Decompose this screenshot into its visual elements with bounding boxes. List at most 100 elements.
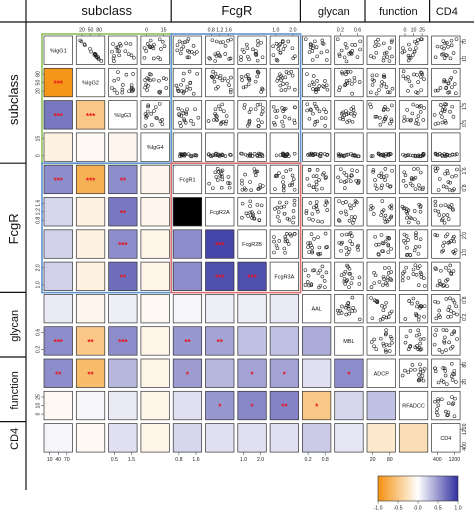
scatter-point (384, 350, 388, 354)
tick-label-bottom: 1200 (449, 457, 461, 463)
scatter-point (253, 173, 258, 178)
scatter-point (240, 181, 244, 186)
scatter-point (344, 232, 349, 237)
scatter-point (291, 177, 296, 181)
scatter-point (421, 185, 425, 190)
scatter-point (317, 178, 321, 182)
scatter-point (305, 102, 310, 107)
significance-stars: * (283, 370, 287, 379)
scatter-point (177, 113, 182, 118)
significance-stars: * (250, 403, 254, 412)
scatter-point (164, 77, 168, 81)
scatter-point (409, 83, 414, 88)
scatter-point (118, 42, 122, 46)
scatter-point (255, 169, 260, 174)
scatter-point (240, 215, 244, 220)
scatter-point (325, 153, 329, 157)
scatter-point (145, 42, 150, 46)
scatter-point (323, 231, 328, 236)
scatter-point (339, 179, 343, 184)
scatter-point (421, 378, 426, 383)
corr-cell (334, 358, 364, 388)
corr-cell (172, 229, 203, 259)
scatter-point (410, 301, 414, 306)
scatter-point (191, 122, 196, 126)
scatter-point (422, 77, 426, 82)
scatter-point (160, 122, 165, 126)
scatter-point (441, 213, 446, 217)
tick-label-right: 80 (462, 362, 468, 368)
scatter-point (275, 109, 280, 113)
scatter-point (283, 154, 287, 159)
scatter-point (449, 346, 453, 351)
tick-label-top: 1.2 (216, 28, 223, 34)
scatter-point (283, 239, 288, 244)
scatter-point (154, 115, 159, 120)
scatter-point (79, 39, 84, 44)
scatter-point (143, 124, 148, 128)
scatter-point (159, 47, 163, 51)
scatter-point (407, 299, 411, 303)
scatter-point (455, 167, 459, 172)
scatter-point (346, 250, 351, 254)
corr-cell (75, 390, 106, 421)
scatter-point (273, 123, 277, 127)
scatter-point (324, 83, 329, 88)
scatter-point (414, 121, 418, 126)
group-header-left-subclass: subclass (6, 74, 21, 125)
scatter-point (402, 119, 406, 123)
scatter-point (418, 237, 423, 242)
scatter-point (216, 51, 220, 55)
scatter-point (450, 332, 454, 337)
diagonal-cell (43, 35, 73, 65)
scatter-point (222, 76, 227, 81)
scatter-point (419, 37, 423, 41)
scatter-cell (237, 67, 267, 98)
significance-stars: * (315, 403, 319, 412)
scatter-point (382, 41, 386, 46)
scatter-cell (334, 100, 364, 130)
scatter-point (293, 105, 297, 110)
scatter-point (314, 45, 319, 49)
scatter-point (443, 41, 447, 46)
scatter-point (414, 236, 418, 240)
scatter-point (344, 179, 349, 183)
scatter-point (454, 380, 458, 384)
corr-cell (75, 294, 106, 324)
scatter-point (404, 184, 408, 188)
scatter-point (377, 280, 382, 284)
scatter-cell (237, 100, 267, 130)
scatter-point (349, 111, 353, 116)
scatter-point (340, 111, 344, 116)
scatter-cell (334, 294, 364, 324)
scatter-point (369, 54, 373, 58)
tick-label-top: 20 (79, 28, 85, 34)
scatter-point (455, 152, 459, 156)
scatter-point (220, 78, 225, 83)
scatter-point (346, 111, 351, 116)
scatter-point (214, 117, 219, 121)
scatter-point (416, 252, 421, 256)
scatter-point (158, 119, 163, 123)
scatter-point (321, 42, 326, 46)
scatter-cell (366, 326, 396, 356)
scatter-point (384, 331, 388, 336)
scatter-point (335, 308, 340, 313)
scatter-point (307, 116, 312, 121)
scatter-point (449, 43, 454, 48)
scatter-point (405, 211, 410, 216)
scatter-point (185, 107, 189, 112)
tick-label-left: 1.0 (36, 281, 42, 288)
corr-cell (205, 326, 235, 356)
scatter-point (275, 174, 280, 178)
scatter-point (179, 82, 183, 87)
scatter-point (384, 50, 389, 55)
corr-cell (43, 132, 73, 162)
scatter-cell (366, 132, 396, 162)
scatter-point (128, 42, 133, 46)
scatter-point (116, 77, 121, 81)
scatter-point (240, 78, 244, 82)
scatter-point (448, 296, 452, 301)
scatter-point (389, 247, 393, 251)
scatter-point (406, 58, 411, 63)
